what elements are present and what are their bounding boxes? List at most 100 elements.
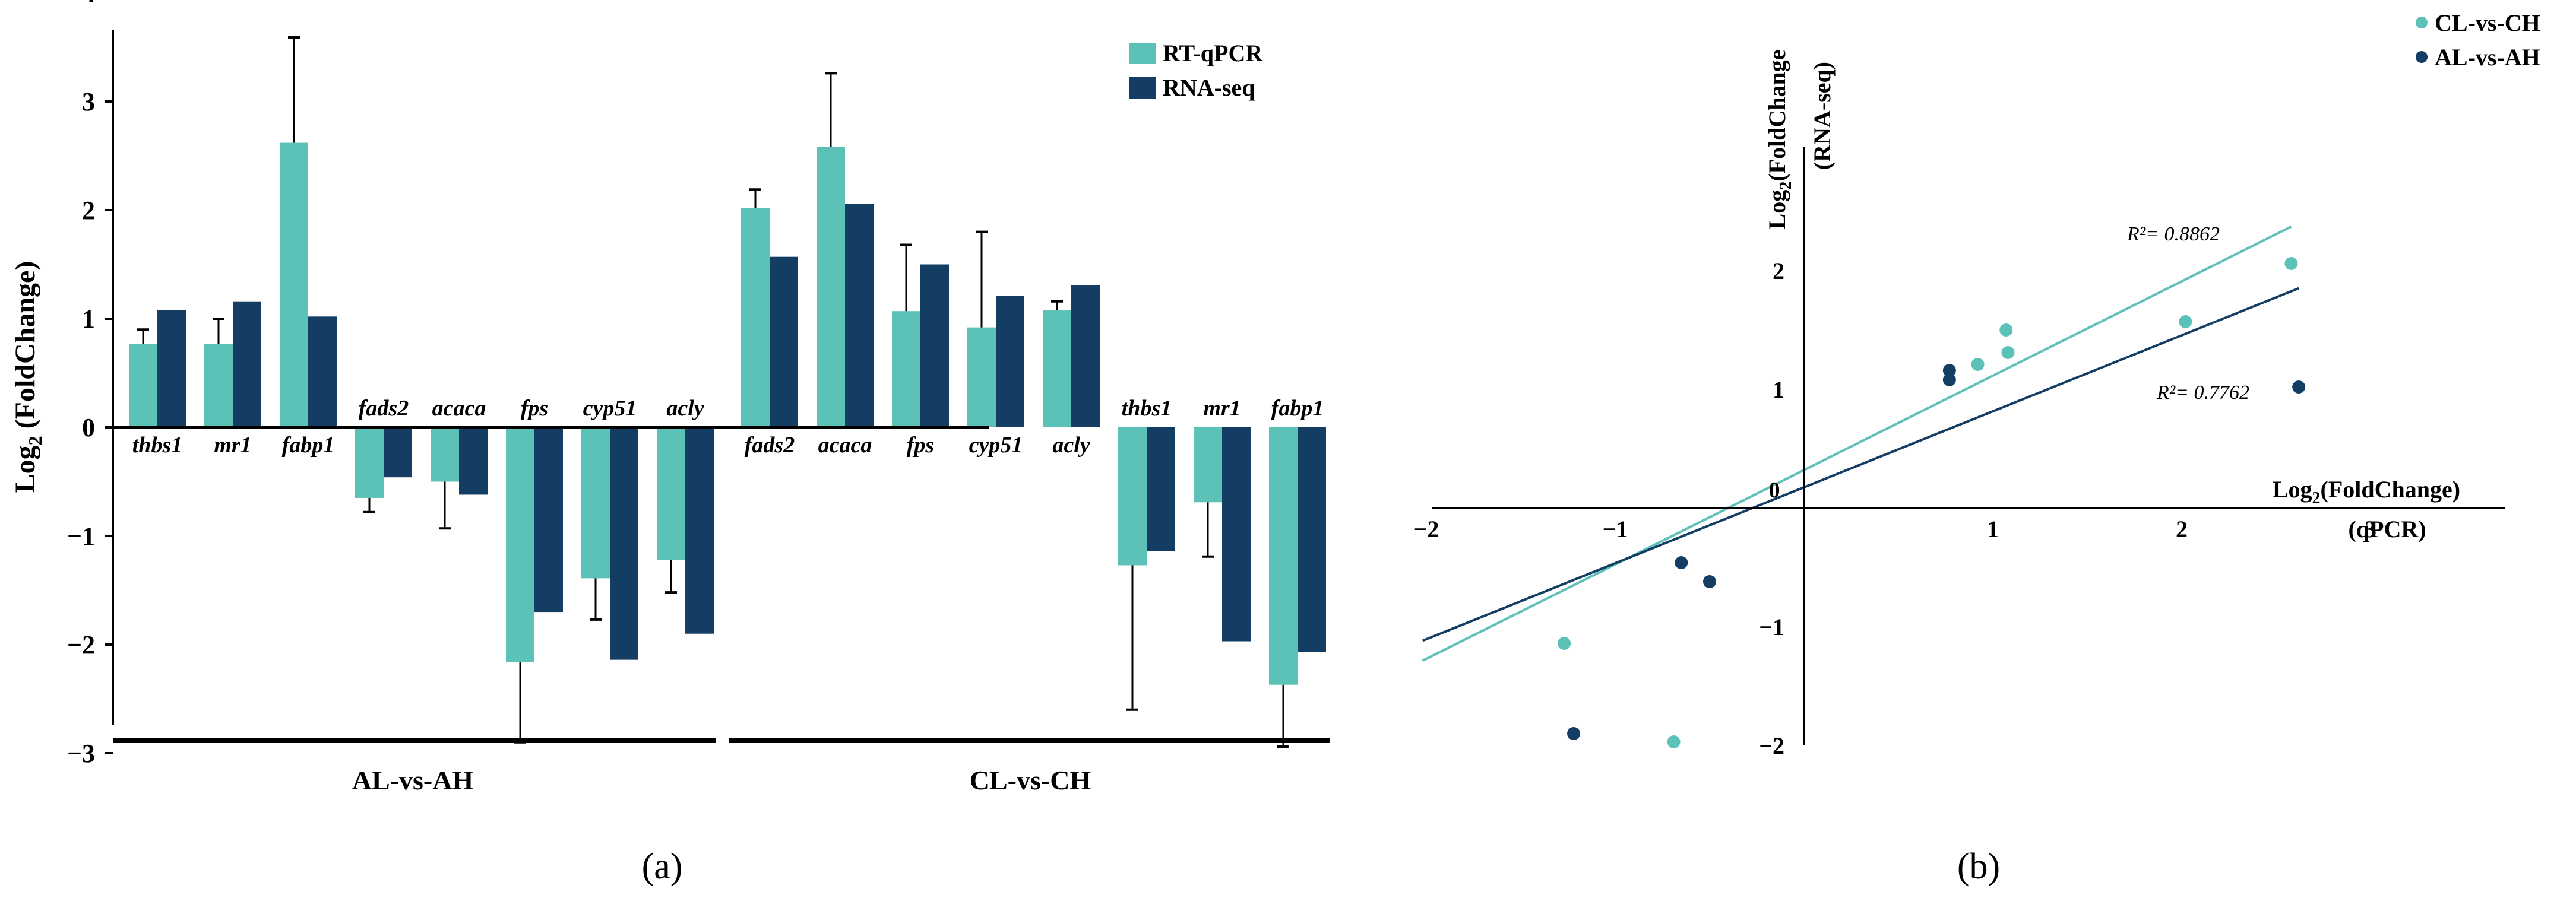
bar-rt-qpcr-fps-5 <box>506 427 534 662</box>
group-label-cl-vs-ch: CL-vs-CH <box>970 765 1091 795</box>
scatter-chart-panel: −2 −1 1 2 3−2−112 0 Log2(FoldChange) (qPCR) … <box>1414 9 2540 887</box>
bar-rt-qpcr-acaca-4 <box>431 427 459 482</box>
point-cl-vs-ch-0 <box>1558 637 1571 650</box>
point-cl-vs-ch-2 <box>1971 358 1985 371</box>
bar-rt-qpcr-fads2-3 <box>355 427 384 498</box>
category-label-fps-10: fps <box>907 433 934 458</box>
bar-rna-seq-fps-5 <box>534 427 563 613</box>
fit-line-cl-vs-ch <box>1422 225 2292 662</box>
point-al-vs-ah-2 <box>1703 575 1716 588</box>
category-label-cyp51-11: cyp51 <box>969 433 1023 458</box>
category-label-thbs1-0: thbs1 <box>132 433 182 458</box>
bar-rt-qpcr-acly-12 <box>1043 310 1071 427</box>
point-al-vs-ah-1 <box>1675 556 1688 569</box>
bar-rna-seq-thbs1-13 <box>1147 427 1175 551</box>
y-tick-label--2: −2 <box>67 630 95 659</box>
y-axis-label-sub: 2 <box>24 436 46 445</box>
category-labels: thbs1 mr1 fabp1 fads2 acaca fps cyp51 acly fads2… <box>132 396 1324 458</box>
r2-annotation-al: R²= 0.7762 <box>2156 382 2249 404</box>
bar-rna-seq-mr1-1 <box>233 301 261 427</box>
legend-b: CL-vs-CH AL-vs-AH <box>2416 9 2540 71</box>
y-tick-label-4: 4 <box>82 0 95 8</box>
bar-rna-seq-fabp1-2 <box>308 316 337 427</box>
y-tick-label--3: −3 <box>67 739 95 768</box>
legend-label-al-vs-ah: AL-vs-AH <box>2435 44 2540 71</box>
x-axis-label-sub: 2 <box>2312 489 2321 507</box>
point-al-vs-ah-0 <box>1567 727 1581 740</box>
y-axis-label-b-rest: (FoldChange <box>1764 50 1790 182</box>
y-tick-label-1: 1 <box>82 304 95 334</box>
scatter-points <box>1558 257 2306 748</box>
bar-rt-qpcr-fps-10 <box>892 311 920 427</box>
legend-label-rna-seq: RNA-seq <box>1163 74 1255 101</box>
bar-rt-qpcr-mr1-1 <box>204 344 233 427</box>
x-tick-label-2: 2 <box>2176 516 2188 542</box>
legend-marker-al-vs-ah <box>2416 51 2428 63</box>
category-label-acly-7: acly <box>666 396 704 421</box>
error-bars <box>137 36 1289 748</box>
category-label-fabp1-2: fabp1 <box>282 433 335 458</box>
bar-rna-seq-fabp1-15 <box>1298 427 1326 652</box>
point-cl-vs-ch-4 <box>2001 346 2015 359</box>
bar-rt-qpcr-fabp1-15 <box>1269 427 1298 685</box>
bar-rt-qpcr-thbs1-13 <box>1118 427 1147 566</box>
bar-rt-qpcr-cyp51-6 <box>581 427 610 579</box>
point-cl-vs-ch-1 <box>1667 735 1681 748</box>
bar-rna-seq-fads2-8 <box>770 256 798 427</box>
category-label-fads2-8: fads2 <box>745 433 795 458</box>
y-tick-label-2: 2 <box>82 196 95 225</box>
bar-rna-seq-fads2-3 <box>384 427 412 478</box>
point-al-vs-ah-3 <box>1942 373 1956 386</box>
bar-rna-seq-acly-12 <box>1071 285 1100 427</box>
x-tick-label--2: −2 <box>1414 516 1439 542</box>
legend-swatch-rt-qpcr <box>1129 43 1156 64</box>
bar-marks <box>129 142 1326 685</box>
y-tick-label-b--1: −1 <box>1759 614 1784 640</box>
point-al-vs-ah-4 <box>1942 364 1956 377</box>
regression-lines <box>1422 225 2299 662</box>
y-axis-label: Log2 (FoldChange) <box>10 261 46 493</box>
point-cl-vs-ch-3 <box>1999 323 2013 337</box>
group-label-al-vs-ah: AL-vs-AH <box>352 765 474 795</box>
bar-rna-seq-mr1-14 <box>1222 427 1251 642</box>
y-tick-label-0: 0 <box>82 413 95 442</box>
y-tick-label-b-1: 1 <box>1773 376 1784 403</box>
panel-label-b-text: (b) <box>1957 846 2000 887</box>
bar-rna-seq-acaca-9 <box>845 204 874 427</box>
axis-tick-labels: −2 −1 1 2 3 −2 −1 1 2 <box>1414 258 2376 759</box>
origin-label: 0 <box>1769 478 1780 503</box>
bar-rt-qpcr-acly-7 <box>657 427 685 560</box>
x-tick-label-3: 3 <box>2365 516 2376 542</box>
r2-annotation-cl: R²= 0.8862 <box>2126 223 2220 245</box>
category-label-fads2-3: fads2 <box>359 396 409 421</box>
bar-rt-qpcr-cyp51-11 <box>967 327 996 427</box>
panel-label-a: (a) <box>642 846 683 887</box>
bar-rna-seq-thbs1-0 <box>157 310 186 427</box>
category-label-mr1-1: mr1 <box>214 433 251 458</box>
bar-rt-qpcr-thbs1-0 <box>129 344 157 427</box>
x-tick-label--1: −1 <box>1603 516 1628 542</box>
y-axis-label-b-2: (RNA-seq) <box>1809 62 1836 170</box>
legend-a: RT-qPCR RNA-seq <box>1129 40 1263 101</box>
bar-rna-seq-cyp51-6 <box>610 427 638 660</box>
y-tick-label-b--2: −2 <box>1759 732 1784 759</box>
x-tick-label-1: 1 <box>1987 516 1999 542</box>
x-axis-label: Log2(FoldChange) <box>2273 476 2460 507</box>
y-tick-label--1: −1 <box>67 522 95 551</box>
category-label-thbs1-13: thbs1 <box>1122 396 1172 421</box>
panel-label-b: (b) <box>1957 846 2000 887</box>
y-tick-marks: −3 −2 −1 0 1 2 3 4 <box>67 0 113 768</box>
category-label-acaca-9: acaca <box>818 433 872 458</box>
fit-line-al-vs-ah <box>1422 287 2299 642</box>
legend-label-rt-qpcr: RT-qPCR <box>1163 40 1263 66</box>
y-tick-label-b-2: 2 <box>1773 258 1784 284</box>
bar-rt-qpcr-fads2-8 <box>741 208 770 427</box>
category-label-cyp51-6: cyp51 <box>583 396 637 421</box>
category-label-fps-5: fps <box>521 396 548 421</box>
legend-marker-cl-vs-ch <box>2416 17 2428 28</box>
point-cl-vs-ch-6 <box>2284 257 2298 270</box>
y-axis-label-rest: (FoldChange) <box>10 261 41 436</box>
bar-rna-seq-fps-10 <box>920 264 949 427</box>
point-cl-vs-ch-5 <box>2179 315 2192 328</box>
